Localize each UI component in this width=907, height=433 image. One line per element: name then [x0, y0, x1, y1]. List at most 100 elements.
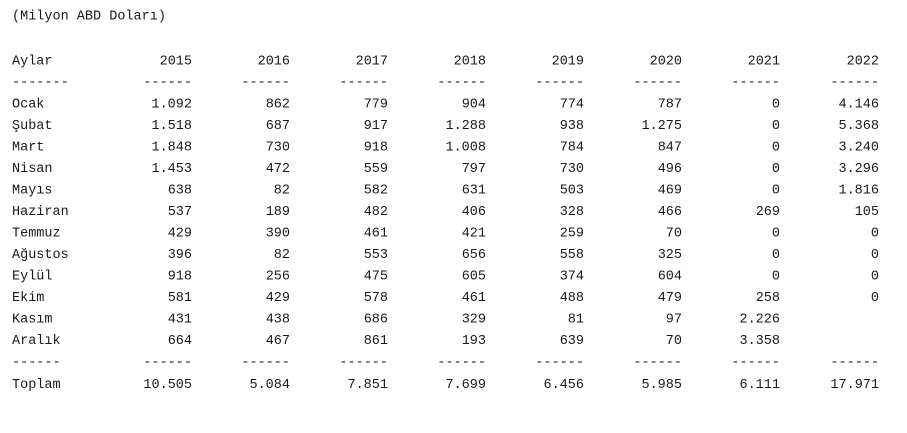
header-cell: 2017 [356, 55, 388, 70]
row-cell: 0 [772, 270, 780, 285]
row-cell: 70 [666, 227, 682, 242]
separator: ------ [535, 76, 584, 91]
row-cell: 1.288 [445, 119, 486, 134]
row-cell: 797 [462, 162, 486, 177]
total-label: Toplam [12, 378, 61, 393]
row-cell: 461 [462, 291, 486, 306]
row-cell: 847 [658, 141, 682, 156]
row-cell: 259 [560, 227, 584, 242]
row-cell: 605 [462, 270, 486, 285]
header-cell: 2016 [258, 55, 290, 70]
separator: ------- [12, 76, 69, 91]
row-cell: 461 [364, 227, 388, 242]
separator: ------ [339, 356, 388, 371]
row-cell: 558 [560, 248, 584, 263]
separator: ------ [633, 76, 682, 91]
total-cell: 6.111 [739, 378, 780, 393]
separator: ------ [339, 76, 388, 91]
row-cell: 390 [266, 227, 290, 242]
row-cell: 779 [364, 98, 388, 113]
row-cell: 258 [756, 291, 780, 306]
separator: ------ [437, 356, 486, 371]
separator: ------ [830, 76, 879, 91]
row-cell: 1.008 [445, 141, 486, 156]
separator: ------ [731, 356, 780, 371]
header-cell: 2021 [748, 55, 780, 70]
row-cell: 193 [462, 334, 486, 349]
row-cell: 3.240 [838, 141, 879, 156]
separator: ------ [633, 356, 682, 371]
row-cell: 475 [364, 270, 388, 285]
row-cell: 374 [560, 270, 584, 285]
row-cell: 472 [266, 162, 290, 177]
separator: ------ [437, 76, 486, 91]
row-label: Eylül [12, 270, 53, 285]
row-cell: 730 [560, 162, 584, 177]
row-cell: 429 [168, 227, 192, 242]
row-cell: 3.296 [838, 162, 879, 177]
row-cell: 604 [658, 270, 682, 285]
total-cell: 10.505 [143, 378, 192, 393]
row-cell: 639 [560, 334, 584, 349]
row-cell: 328 [560, 205, 584, 220]
row-cell: 0 [772, 184, 780, 199]
total-cell: 6.456 [543, 378, 584, 393]
row-cell: 581 [168, 291, 192, 306]
separator: ------ [241, 76, 290, 91]
row-cell: 774 [560, 98, 584, 113]
row-cell: 1.453 [151, 162, 192, 177]
separator: ------ [535, 356, 584, 371]
row-cell: 467 [266, 334, 290, 349]
row-cell: 0 [772, 119, 780, 134]
row-cell: 559 [364, 162, 388, 177]
row-cell: 0 [871, 270, 879, 285]
row-label: Ağustos [12, 248, 69, 263]
row-cell: 469 [658, 184, 682, 199]
row-cell: 421 [462, 227, 486, 242]
row-label: Aralık [12, 334, 61, 349]
row-cell: 0 [772, 248, 780, 263]
row-cell: 0 [772, 162, 780, 177]
row-cell: 862 [266, 98, 290, 113]
row-cell: 70 [666, 334, 682, 349]
row-cell: 4.146 [838, 98, 879, 113]
row-cell: 938 [560, 119, 584, 134]
row-cell: 2.226 [739, 313, 780, 328]
row-cell: 406 [462, 205, 486, 220]
row-cell: 730 [266, 141, 290, 156]
row-cell: 503 [560, 184, 584, 199]
separator: ------ [143, 356, 192, 371]
header-cell: 2015 [160, 55, 192, 70]
row-cell: 438 [266, 313, 290, 328]
row-cell: 904 [462, 98, 486, 113]
header-label: Aylar [12, 55, 53, 70]
row-cell: 0 [772, 98, 780, 113]
row-cell: 496 [658, 162, 682, 177]
row-label: Mayıs [12, 184, 53, 199]
total-cell: 7.851 [347, 378, 388, 393]
row-cell: 189 [266, 205, 290, 220]
row-label: Ekim [12, 291, 44, 306]
row-cell: 0 [871, 291, 879, 306]
row-cell: 686 [364, 313, 388, 328]
row-cell: 582 [364, 184, 388, 199]
unit-note: (Milyon ABD Doları) [12, 10, 166, 25]
row-cell: 82 [274, 184, 290, 199]
row-cell: 429 [266, 291, 290, 306]
row-cell: 256 [266, 270, 290, 285]
row-cell: 269 [756, 205, 780, 220]
row-label: Haziran [12, 205, 69, 220]
row-cell: 784 [560, 141, 584, 156]
separator: ------ [731, 76, 780, 91]
row-cell: 1.816 [838, 184, 879, 199]
row-cell: 787 [658, 98, 682, 113]
row-cell: 0 [871, 227, 879, 242]
total-cell: 7.699 [445, 378, 486, 393]
row-cell: 1.518 [151, 119, 192, 134]
row-cell: 664 [168, 334, 192, 349]
row-cell: 0 [772, 141, 780, 156]
row-cell: 918 [364, 141, 388, 156]
row-cell: 3.358 [739, 334, 780, 349]
row-label: Mart [12, 141, 44, 156]
